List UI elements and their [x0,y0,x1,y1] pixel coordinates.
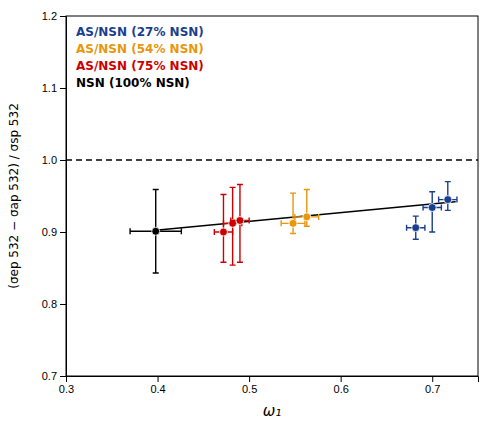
error-bar-y [220,195,226,263]
axis-line [67,377,479,383]
tick-mark [60,160,66,161]
error-bar-y [304,190,310,227]
point [444,196,452,204]
tick-label: 0.8 [42,298,57,310]
error-bar-y [153,190,159,274]
point [303,213,311,221]
tick-mark [341,376,342,382]
tick-mark [60,232,66,233]
tick-mark [60,16,66,17]
tick-label: 0.3 [59,383,74,395]
tick: 0.4 [150,376,165,395]
error-bar-y [230,187,236,265]
tick-label: 0.5 [242,383,257,395]
tick-label: 0.4 [150,383,165,395]
tick-label: 1.0 [42,154,57,166]
tick-label: 1.1 [42,82,57,94]
tick: 1.1 [42,82,66,94]
error-bar-y [237,184,243,262]
tick: 0.7 [42,370,66,382]
legend-entry: AS/NSN (75% NSN) [76,59,204,73]
tick-label: 1.2 [42,10,57,22]
tick-label: 0.7 [42,370,57,382]
tick: 1.0 [42,154,66,166]
series [130,190,181,274]
error-bar-x [214,229,232,235]
series [407,182,457,240]
error-bar-y [445,182,451,211]
error-bar-x [231,217,249,223]
error-bar-x [130,228,181,234]
error-bar-y [290,193,296,233]
tick-label: 0.6 [334,383,349,395]
tick-mark [249,376,250,382]
chart: 0.3 0.4 0.5 0.6 0.7 0.7 0.8 0.9 1.0 1.1 1.2 AS/NSN … [0,0,500,426]
tick-mark [60,88,66,89]
point [219,228,227,236]
x-axis-title: ω₁ [263,402,282,420]
tick-label: 0.9 [42,226,57,238]
error-bar-x [423,205,441,211]
point [236,216,244,224]
tick: 0.9 [42,226,66,238]
tick-mark [60,304,66,305]
tick: 1.2 [42,10,66,22]
error-bar-x [295,214,319,220]
series [281,190,319,234]
tick-label: 0.7 [425,383,440,395]
marks [66,160,478,273]
error-bar-x [281,220,305,226]
reference-line [66,159,478,161]
error-bar-y [429,192,435,232]
point [289,219,297,227]
plot-frame [66,16,478,376]
tick: 0.5 [242,376,257,395]
y-axis: 0.7 0.8 0.9 1.0 1.1 1.2 [42,10,67,382]
point [412,224,420,232]
y-axis-title: (σep 532 − σap 532) / σsp 532 [7,103,21,289]
error-bar-x [407,225,425,231]
x-axis: 0.3 0.4 0.5 0.6 0.7 [59,376,479,395]
tick: 0.6 [334,376,349,395]
series [214,184,249,265]
point [428,204,436,212]
plot-area: 0.3 0.4 0.5 0.6 0.7 0.7 0.8 0.9 1.0 1.1 1.2 AS/NSN … [7,10,479,420]
tick-mark [60,376,66,377]
legend-entry: AS/NSN (27% NSN) [76,25,204,39]
tick: 0.7 [425,376,440,395]
tick-mark [158,376,159,382]
legend-entry: AS/NSN (54% NSN) [76,42,204,56]
error-bar-x [439,197,457,203]
error-bar-y [413,216,419,239]
tick: 0.8 [42,298,66,310]
tick-mark [432,376,433,382]
legend: AS/NSN (27% NSN) AS/NSN (54% NSN) AS/NSN (… [76,25,204,90]
tick: 0.3 [59,376,74,395]
point [152,227,160,235]
legend-entry: NSN (100% NSN) [76,76,190,90]
